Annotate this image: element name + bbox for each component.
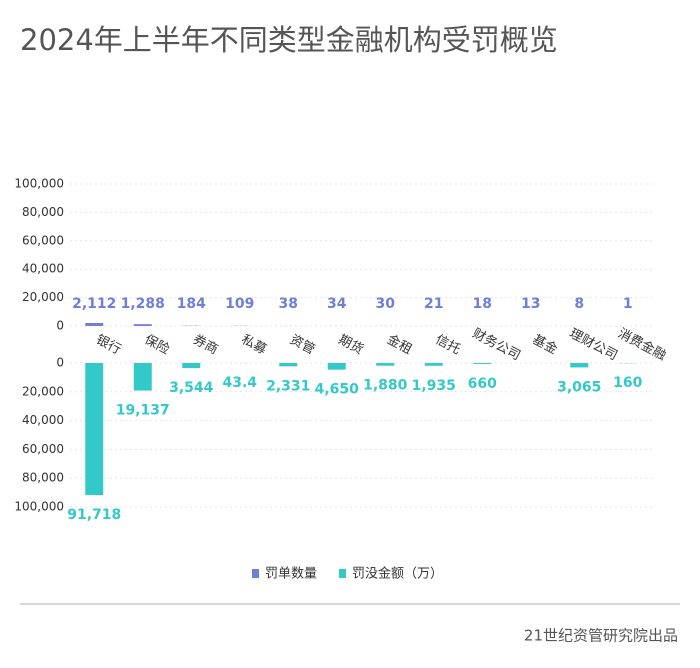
bar — [473, 363, 492, 364]
y-tick-label: 60,000 — [22, 442, 64, 456]
bar — [570, 363, 589, 368]
page-title: 2024年上半年不同类型金融机构受罚概览 — [20, 23, 558, 57]
y-tick-label: 80,000 — [22, 205, 64, 219]
legend-label: 罚单数量 — [265, 567, 317, 582]
bar — [279, 363, 298, 367]
value-label: 3,065 — [557, 379, 601, 395]
value-label: 13 — [521, 296, 540, 312]
y-tick-label: 20,000 — [22, 290, 64, 304]
bar — [133, 363, 152, 391]
value-label: 21 — [424, 296, 443, 312]
y-tick-label: 80,000 — [22, 471, 64, 485]
value-label: 1 — [623, 296, 633, 312]
value-label: 43.4 — [222, 375, 257, 391]
value-label: 8 — [574, 296, 584, 312]
value-label: 660 — [468, 376, 497, 392]
value-label: 34 — [327, 296, 347, 312]
bar — [133, 324, 152, 326]
y-tick-label: 100,000 — [14, 500, 64, 514]
y-tick-label: 20,000 — [22, 384, 64, 398]
value-label: 4,650 — [315, 382, 360, 398]
footer: 21世纪资管研究院出品 — [524, 627, 678, 645]
value-label: 1,288 — [121, 296, 165, 312]
y-tick-label: 40,000 — [22, 262, 64, 276]
value-label: 1,935 — [412, 378, 456, 394]
value-label: 19,137 — [116, 403, 170, 419]
bar — [85, 323, 104, 326]
y-tick-label: 0 — [56, 319, 64, 333]
bar — [182, 363, 201, 369]
y-tick-label: 60,000 — [22, 233, 64, 247]
value-label: 3,544 — [169, 380, 214, 396]
y-tick-label: 100,000 — [14, 177, 64, 191]
bar — [424, 363, 443, 366]
value-label: 2,331 — [266, 378, 310, 394]
value-label: 91,718 — [67, 507, 121, 523]
value-label: 30 — [376, 296, 396, 312]
value-label: 2,112 — [72, 296, 116, 312]
value-label: 109 — [225, 296, 254, 312]
legend-label: 罚没金额（万） — [352, 566, 443, 582]
value-label: 184 — [177, 296, 206, 312]
legend-swatch — [252, 569, 259, 578]
y-tick-label: 40,000 — [22, 413, 64, 427]
bar — [85, 363, 104, 496]
value-label: 1,880 — [363, 378, 408, 394]
legend-swatch — [339, 569, 347, 578]
value-label: 38 — [279, 296, 298, 312]
bar — [327, 363, 346, 370]
value-label: 160 — [613, 375, 642, 391]
y-tick-label: 0 — [56, 356, 64, 370]
bar — [376, 363, 395, 366]
value-label: 18 — [473, 296, 492, 312]
